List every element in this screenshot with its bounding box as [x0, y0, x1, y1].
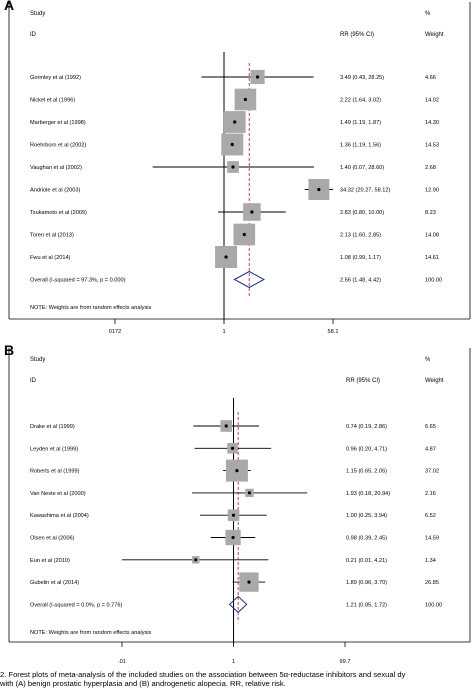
panel-b-study-ci: 0.96 (0.20, 4.71) [346, 446, 387, 452]
panel-a-study-label: Vaughan et al (2002) [30, 165, 82, 171]
panel-b-point-estimate [224, 424, 228, 428]
panel-b-point-estimate [247, 580, 251, 584]
panel-b-study-label: Kawashima et al (2004) [30, 513, 89, 519]
panel-a-study-ci: 34.32 (20.27, 58.12) [340, 188, 391, 194]
panel-a-axis-tick-label: 1 [222, 329, 225, 335]
panel-b-study-label: Roberts et al (1999) [30, 469, 80, 475]
panel-b-study-weight: 37.02 [425, 469, 439, 475]
panel-a-header-rr: RR (95% CI) [340, 32, 374, 38]
panel-b-point-estimate [231, 535, 235, 540]
panel-b-header-study: Study [30, 357, 45, 363]
panel-a-study-weight: 4.66 [425, 75, 436, 81]
panel-a-study-weight: 14.02 [425, 98, 439, 104]
panel-b-study-ci: 0.21 (0.01, 4.21) [346, 558, 387, 564]
panel-a-study-ci: 2.83 (0.80, 10.00) [340, 210, 384, 216]
panel-a-study-weight: 14.53 [425, 143, 439, 149]
panel-b-study-weight: 4.87 [425, 446, 436, 452]
panel-b-overall-label: Overall (I-squared = 0.0%, p = 0.776) [30, 602, 122, 608]
panel-a-header-weight: Weight [425, 32, 444, 38]
panel-b-study-label: Drake et al (1999) [30, 424, 75, 430]
panel-b-study-label: Van Neste et al (2000) [30, 491, 86, 497]
panel-b-study-ci: 0.98 (0.39, 2.45) [346, 536, 387, 542]
panel-b-header-rr: RR (95% CI) [346, 378, 380, 384]
panel-a-study-ci: 1.36 (1.19, 1.56) [340, 143, 381, 149]
panel-a-study-label: Nickel et al (1996) [30, 98, 75, 104]
panel-b-header-weight: Weight [425, 378, 444, 384]
panel-a-header-percent: % [425, 11, 431, 17]
panel-a-study-ci: 2.13 (1.60, 2.85) [340, 233, 381, 239]
panel-b-study-label: Gubelin et al (2014) [30, 580, 79, 586]
panel-a-study-label: Fwu et al (2014) [30, 255, 71, 261]
panel-b-study-weight: 26.85 [425, 580, 439, 586]
panel-b-study-label: Eun et al (2010) [30, 558, 70, 564]
caption-line-2: with (A) benign prostatic hyperplasia an… [0, 679, 286, 688]
panel-b-header-percent: % [425, 357, 431, 363]
panel-a-axis-tick-label: 58.1 [328, 329, 339, 335]
panel-b-study-weight: 2.16 [425, 491, 436, 497]
panel-a-point-estimate [242, 232, 246, 237]
panel-b-overall-diamond [228, 595, 248, 614]
panel-b-study-weight: 14.59 [425, 536, 439, 542]
panel-a-study-label: Andriole et al (2003) [30, 188, 81, 194]
panel-a-note: NOTE: Weights are from random effects an… [30, 305, 152, 311]
panel-a-overall-label: Overall (I-squared = 97.3%, p = 0.000) [30, 278, 126, 284]
panel-a-point-estimate [250, 210, 254, 214]
panel-a-study-label: Roehrborn et al (2002) [30, 143, 86, 149]
panel-b-study-ci: 0.74 (0.19, 2.86) [346, 424, 387, 430]
panel-b-study-weight: 6.52 [425, 513, 436, 519]
panel-b-axis-tick-label: 1 [232, 659, 235, 665]
panel-b-study-ci: 1.00 (0.25, 3.94) [346, 513, 387, 519]
panel-a-point-estimate [243, 97, 248, 102]
panel-a-study-ci: 1.49 (1.19, 1.87) [340, 120, 381, 126]
panel-a-axis-tick-label: 0172 [109, 329, 121, 335]
panel-a-study-ci: 3.49 (0.43, 28.25) [340, 75, 384, 81]
panel-a-study-weight: 12.90 [425, 188, 439, 194]
panel-a-point-estimate [224, 255, 228, 259]
panel-a-study-weight: 14.30 [425, 120, 439, 126]
panel-b-header-id: ID [30, 378, 37, 384]
panel-b-overall-weight: 100.00 [425, 602, 442, 608]
panel-a-study-label: Toren et al (2013) [30, 233, 74, 239]
panel-a-point-estimate [255, 75, 260, 79]
panel-a-point-estimate [233, 120, 237, 124]
panel-a-study-label: Tsukamoto et al (2009) [30, 210, 87, 216]
panel-b-study-ci: 1.15 (0.65, 2.05) [346, 469, 387, 475]
panel-b-overall-ci: 1.21 (0.85, 1.72) [346, 602, 387, 608]
panel-a-overall-weight: 100.00 [425, 278, 442, 284]
panel-a-point-estimate [230, 142, 234, 147]
panel-b-point-estimate [247, 491, 252, 495]
panel-b-point-estimate [230, 446, 235, 450]
panel-a-study-label: Gormley et al (1992) [30, 75, 81, 81]
panel-a-study-ci: 1.40 (0.07, 28.60) [340, 165, 384, 171]
panel-a-point-estimate [317, 187, 321, 192]
panel-a-study-ci: 2.22 (1.64, 3.02) [340, 98, 381, 104]
panel-a-study-weight: 2.68 [425, 165, 436, 171]
caption-line-1: 2. Forest plots of meta-analysis of the … [0, 670, 406, 679]
panel-b-axis-tick-label: .01 [118, 659, 126, 665]
panel-b-point-estimate [231, 513, 236, 517]
panel-a-study-weight: 14.08 [425, 233, 439, 239]
panel-b-axis-tick-label: 99.7 [340, 659, 351, 665]
panel-b-study-ci: 1.89 (0.96, 3.70) [346, 580, 387, 586]
panel-b-study-weight: 1.34 [425, 558, 436, 564]
panel-a-study-label: Marberger et al (1998) [30, 120, 86, 126]
panel-a-study-ci: 1.08 (0.99, 1.17) [340, 255, 381, 261]
panel-b-note: NOTE: Weights are from random effects an… [30, 630, 152, 636]
panel-a-overall-ci: 2.56 (1.48, 4.42) [340, 278, 381, 284]
panel-a-overall-diamond [233, 270, 265, 289]
panel-b-study-weight: 6.65 [425, 424, 436, 430]
panel-a-study-weight: 8.23 [425, 210, 436, 216]
panel-b-study-ci: 1.93 (0.18, 20.94) [346, 491, 390, 497]
panel-b-point-estimate [235, 469, 239, 473]
figure-caption: 2. Forest plots of meta-analysis of the … [0, 670, 474, 689]
panel-a-study-weight: 14.61 [425, 255, 439, 261]
panel-a-point-estimate [231, 165, 235, 169]
panel-b-point-estimate [194, 558, 198, 562]
panel-a-header-id: ID [30, 32, 37, 38]
panel-a-header-study: Study [30, 11, 45, 17]
panel-b-study-label: Olsen et al (2006) [30, 536, 75, 542]
panel-b-study-label: Leyden et al (1999) [30, 446, 78, 452]
